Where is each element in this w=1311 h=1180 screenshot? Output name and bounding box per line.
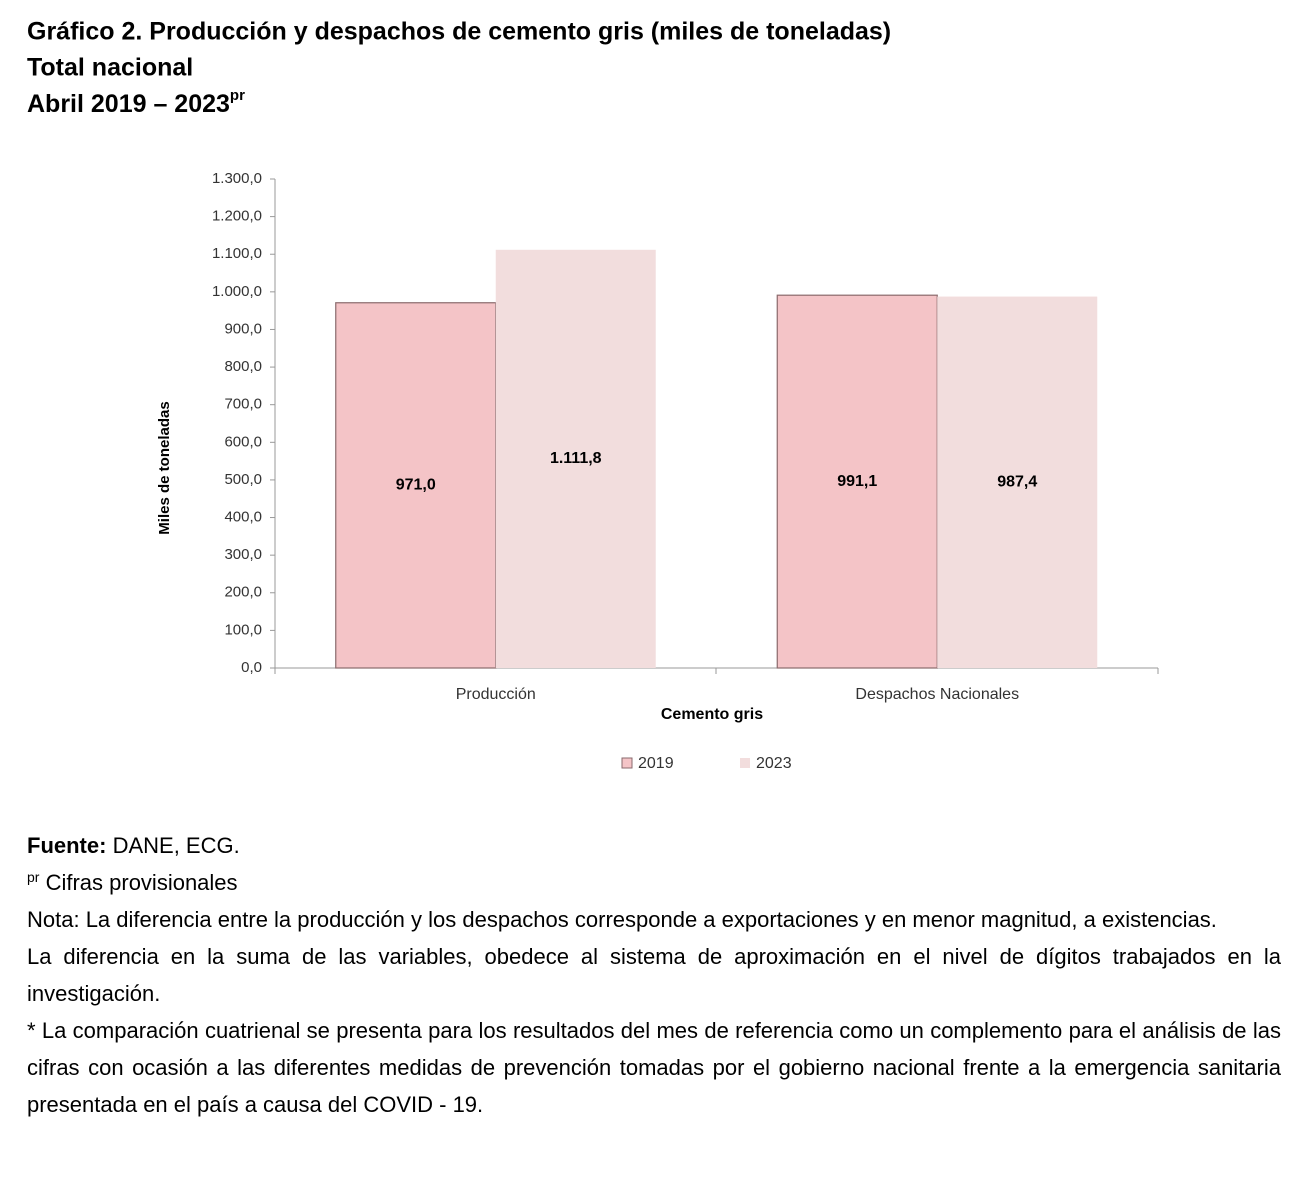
data-label: 1.111,8 (550, 450, 602, 467)
bar (335, 302, 497, 669)
x-tick-label: Despachos Nacionales (855, 686, 1019, 703)
chart-title: Gráfico 2. Producción y despachos de cem… (27, 18, 891, 46)
chart-subtitle: Total nacional (27, 54, 193, 82)
y-tick-label: 600,0 (224, 433, 262, 450)
subtitle-sup: pr (230, 87, 245, 104)
y-tick-label: 200,0 (224, 584, 262, 601)
y-tick-label: 1.100,0 (212, 245, 262, 262)
legend-label: 2019 (638, 755, 674, 772)
legend-marker (740, 758, 750, 768)
footnote: Cifras provisionales (45, 870, 238, 895)
x-axis-title: Cemento gris (661, 706, 763, 723)
note: * La comparación cuatrienal se presenta … (27, 1018, 1281, 1117)
bar (776, 294, 938, 669)
source-label: Fuente: (27, 833, 107, 858)
legend-label: 2023 (756, 755, 792, 772)
footnote-sup: pr (27, 869, 40, 885)
bar (937, 296, 1098, 668)
chart: Gráfico 2. Producción y despachos de cem… (27, 18, 1159, 772)
legend-marker (621, 757, 633, 769)
source: DANE, ECG. (112, 833, 240, 858)
data-label: 991,1 (837, 473, 877, 490)
note: Nota: La diferencia entre la producción … (27, 907, 1217, 932)
y-tick-label: 900,0 (224, 320, 262, 337)
y-tick-label: 1.200,0 (212, 208, 262, 225)
chart-subtitle: Abril 2019 – 2023pr (27, 87, 245, 118)
y-tick-label: 800,0 (224, 358, 262, 375)
data-label: 971,0 (396, 477, 436, 494)
y-tick-label: 700,0 (224, 396, 262, 413)
note: La diferencia en la suma de las variable… (27, 944, 1281, 1006)
y-tick-label: 300,0 (224, 546, 262, 563)
data-label: 987,4 (997, 474, 1037, 491)
y-tick-label: 1.300,0 (212, 170, 262, 187)
y-tick-label: 0,0 (241, 659, 262, 676)
y-tick-label: 500,0 (224, 471, 262, 488)
x-tick-label: Producción (456, 686, 536, 703)
y-tick-label: 400,0 (224, 509, 262, 526)
bar (495, 249, 656, 668)
y-axis-title: Miles de toneladas (156, 401, 173, 534)
subtitle-text: Abril 2019 – 2023 (27, 90, 230, 118)
y-tick-label: 1.000,0 (212, 283, 262, 300)
notes: Fuente: DANE, ECG. pr Cifras provisional… (27, 827, 1281, 1123)
footnote-line: pr Cifras provisionales (27, 864, 1281, 901)
y-tick-label: 100,0 (224, 621, 262, 638)
source-line: Fuente: DANE, ECG. (27, 827, 1281, 864)
